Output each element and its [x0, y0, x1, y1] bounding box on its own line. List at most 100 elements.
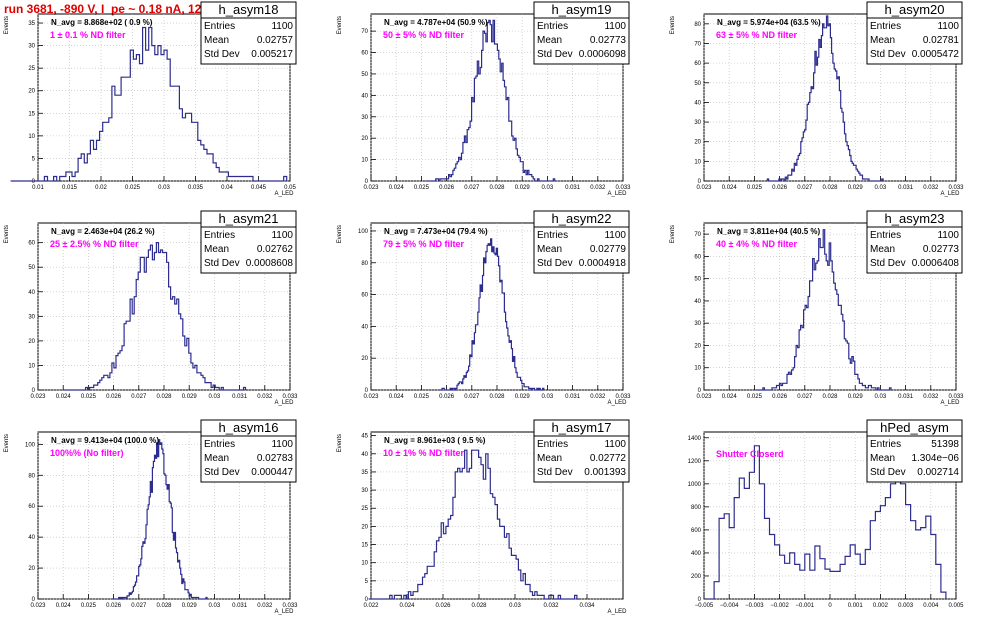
x-tick-label: 0.029 — [848, 185, 864, 191]
x-tick-label: −0.004 — [720, 603, 739, 609]
y-tick-label: 20 — [361, 136, 368, 142]
y-tick-label: 40 — [28, 290, 35, 296]
x-tick-label: 0.005 — [948, 603, 964, 609]
x-tick-label: 0.031 — [898, 394, 914, 400]
x-tick-label: 0.032 — [543, 603, 559, 609]
x-tick-label: 0.03 — [509, 603, 521, 609]
histogram-name: h_asym23 — [885, 211, 945, 226]
x-tick-label: 0.035 — [188, 185, 204, 191]
chart-h_asym20: 0.023 0.024 0.025 0.026 0.027 0.028 0.029 0.03 0… — [670, 1, 964, 197]
x-tick-label: 0.026 — [106, 394, 122, 400]
stat-label: Entries — [204, 439, 235, 450]
y-tick-label: 40 — [361, 93, 368, 99]
histogram-name: h_asym21 — [219, 211, 279, 226]
stat-value: 0.02783 — [257, 453, 294, 464]
histogram-line — [112, 439, 208, 600]
n-avg-label: N_avg = 3.811e+04 (40.5 %) — [717, 227, 821, 236]
stat-value: 0.0006408 — [912, 258, 960, 269]
x-tick-label: 0.032 — [923, 185, 939, 191]
y-tick-label: 0 — [365, 179, 369, 185]
chart-h_asym21: 0.023 0.024 0.025 0.026 0.027 0.028 0.029 0.03 0… — [4, 210, 298, 406]
stat-label: Entries — [870, 230, 901, 241]
y-tick-label: 40 — [361, 452, 368, 458]
y-tick-label: 10 — [28, 363, 35, 369]
x-tick-label: 0.027 — [131, 394, 147, 400]
y-tick-label: 30 — [361, 115, 368, 121]
stats-box-frame — [200, 1, 297, 65]
chart-h_asym23: 0.023 0.024 0.025 0.026 0.027 0.028 0.029 0.03 0… — [670, 210, 964, 406]
y-tick-label: 35 — [361, 470, 368, 476]
y-tick-label: 30 — [694, 321, 701, 327]
x-tick-label: 0.027 — [464, 185, 480, 191]
x-tick-label: 0.028 — [156, 603, 172, 609]
stats-box: h_asym16 Entries 1100 Mean 0.02783 Std Dev 0.0… — [200, 419, 297, 483]
y-tick-label: 40 — [694, 100, 701, 106]
stats-box-frame — [866, 1, 963, 65]
x-tick-label: 0.002 — [873, 603, 889, 609]
stat-label: Mean — [537, 453, 562, 464]
stat-label: Mean — [870, 35, 895, 46]
stat-value: 0.000447 — [251, 467, 293, 478]
chart-h_asym16: 0.023 0.024 0.025 0.026 0.027 0.028 0.029 0.03 0… — [4, 419, 298, 615]
x-tick-label: 0.023 — [363, 394, 379, 400]
y-tick-label: 60 — [694, 61, 701, 67]
y-tick-label: 50 — [361, 72, 368, 78]
stat-value: 1100 — [271, 21, 293, 32]
x-tick-label: 0.027 — [797, 185, 813, 191]
histogram-line — [368, 449, 580, 600]
y-tick-label: 60 — [28, 241, 35, 247]
stats-box: h_asym20 Entries 1100 Mean 0.02781 Std Dev 0.0… — [866, 1, 963, 65]
y-tick-label: 80 — [28, 473, 35, 479]
y-tick-label: 25 — [361, 506, 368, 512]
histogram-line — [63, 242, 247, 391]
stat-value: 0.02781 — [923, 35, 960, 46]
stat-label: Entries — [537, 21, 568, 32]
x-tick-label: 0.032 — [923, 394, 939, 400]
y-tick-label: 20 — [28, 89, 35, 95]
x-tick-label: 0.026 — [435, 603, 451, 609]
x-tick-label: 0.03 — [542, 185, 554, 191]
y-tick-label: 15 — [361, 543, 368, 549]
chart-h_asym17: 0.022 0.024 0.026 0.028 0.03 0.032 0.034 0 5 10 15… — [337, 419, 630, 615]
stat-value: 0.02762 — [257, 244, 294, 255]
stats-box: h_asym23 Entries 1100 Mean 0.02773 Std Dev 0.0… — [866, 210, 963, 274]
x-tick-label: 0.024 — [389, 185, 405, 191]
x-tick-label: 0.04 — [221, 185, 233, 191]
x-tick-label: 0.026 — [772, 394, 788, 400]
y-tick-label: 0 — [32, 388, 36, 394]
stat-label: Std Dev — [204, 467, 240, 478]
y-tick-label: 30 — [694, 120, 701, 126]
stats-box: h_asym19 Entries 1100 Mean 0.02773 Std Dev 0.0… — [533, 1, 630, 65]
x-axis-title: A_LED — [274, 609, 294, 615]
x-tick-label: 0.022 — [363, 603, 379, 609]
y-tick-label: 5 — [365, 579, 369, 585]
stat-value: 1100 — [604, 230, 626, 241]
x-tick-label: 0.024 — [722, 394, 738, 400]
stat-label: Entries — [870, 21, 901, 32]
x-tick-label: 0.023 — [30, 603, 46, 609]
x-tick-label: 0.033 — [615, 185, 631, 191]
stat-label: Mean — [204, 244, 229, 255]
stats-box-frame — [533, 1, 630, 65]
histogram-name: h_asym20 — [885, 2, 945, 17]
y-tick-label: 100 — [358, 229, 369, 235]
y-tick-label: 400 — [691, 551, 702, 557]
stat-label: Std Dev — [204, 258, 240, 269]
n-avg-label: N_avg = 4.787e+04 (50.9 %) — [384, 18, 488, 27]
x-tick-label: 0.025 — [125, 185, 141, 191]
histogram-name: h_asym19 — [552, 2, 612, 17]
y-tick-label: 80 — [694, 22, 701, 28]
filter-label: 50 ± 5% % ND filter — [383, 30, 464, 40]
stat-label: Std Dev — [870, 49, 906, 60]
stat-label: Entries — [870, 439, 901, 450]
y-tick-label: 0 — [32, 597, 36, 603]
stat-label: Entries — [204, 21, 235, 32]
y-tick-label: 70 — [694, 232, 701, 238]
x-tick-label: 0.02 — [95, 185, 107, 191]
x-tick-label: 0.025 — [81, 603, 97, 609]
x-tick-label: 0.027 — [131, 603, 147, 609]
x-tick-label: 0.05 — [284, 185, 296, 191]
x-tick-label: −0.003 — [745, 603, 764, 609]
x-tick-label: 0.025 — [414, 185, 430, 191]
y-axis-title: Events — [4, 434, 10, 452]
